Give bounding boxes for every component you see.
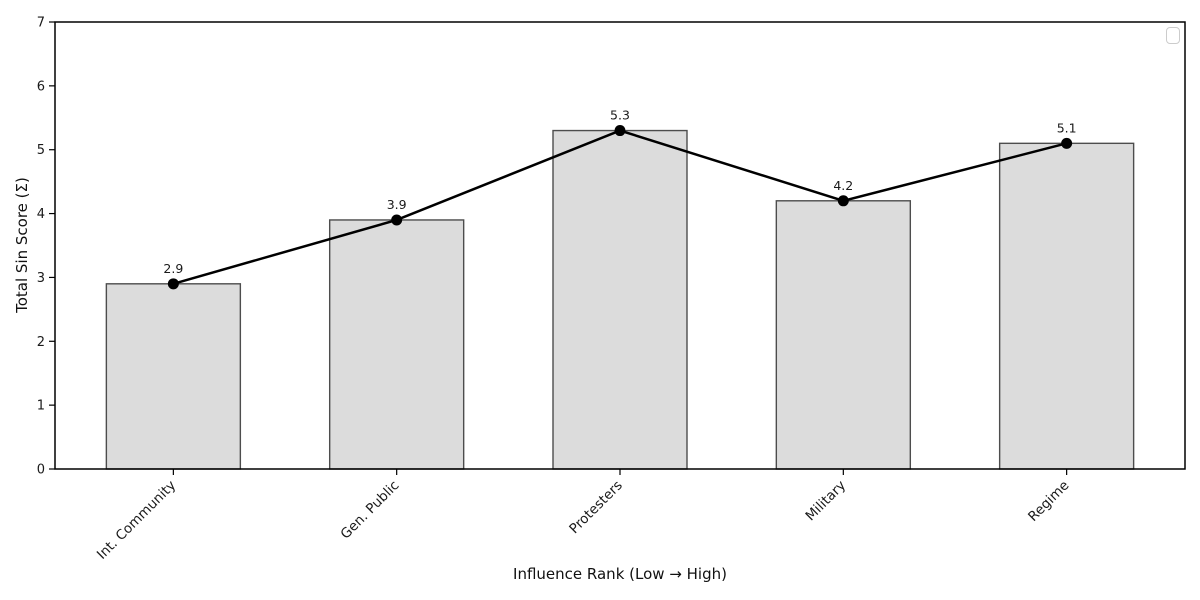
x-tick-label: Gen. Public [338, 478, 403, 543]
y-axis-label: Total Sin Score (Σ) [13, 177, 31, 313]
x-tick-label: Military [802, 478, 849, 525]
bar [328, 219, 465, 470]
x-tick-label: Protesters [566, 478, 626, 538]
value-label: 3.9 [387, 197, 407, 212]
y-tick-label: 2 [37, 335, 45, 350]
y-tick-label: 3 [37, 271, 45, 286]
y-tick-label: 1 [37, 399, 45, 414]
axes-spines [54, 21, 1186, 470]
data-point-marker [167, 278, 179, 290]
bar [105, 283, 242, 470]
bar [775, 200, 912, 470]
x-tick-label: Int. Community [94, 478, 179, 563]
data-point-marker [1061, 137, 1073, 149]
bar [552, 129, 688, 470]
data-point-marker [614, 125, 626, 137]
y-tick-label: 0 [37, 463, 45, 478]
value-label: 2.9 [163, 261, 183, 276]
y-tick-label: 7 [37, 16, 45, 31]
x-axis-label: Influence Rank (Low → High) [513, 565, 727, 583]
x-tick-label: Regime [1025, 478, 1072, 525]
y-tick-label: 6 [37, 79, 45, 94]
y-tick-label: 4 [37, 207, 45, 222]
legend-box [1166, 27, 1180, 44]
y-tick-label: 5 [37, 143, 45, 158]
data-point-marker [837, 195, 849, 207]
data-point-marker [391, 214, 403, 226]
value-label: 5.3 [610, 108, 630, 123]
value-label: 5.1 [1057, 120, 1077, 135]
bar [998, 142, 1135, 470]
value-label: 4.2 [833, 178, 853, 193]
